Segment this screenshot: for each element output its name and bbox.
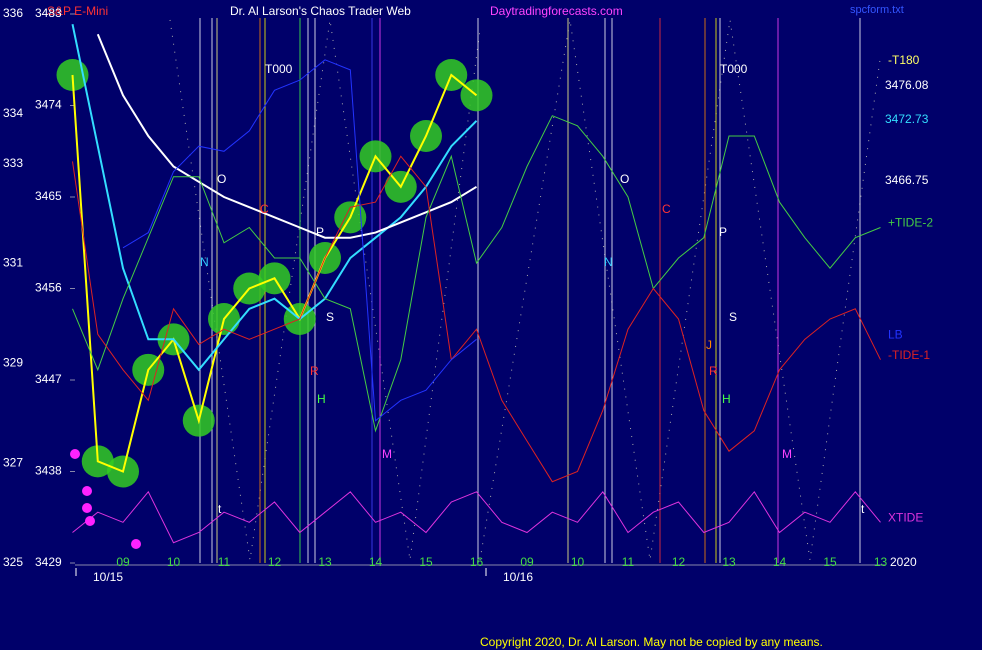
annotation: R <box>310 364 319 378</box>
pivot-dot <box>85 516 95 526</box>
x-tick-label: 11 <box>622 555 635 569</box>
x-tick-label: 09 <box>116 555 130 569</box>
file-name: spcform.txt <box>850 4 904 16</box>
annotation: S <box>729 310 737 324</box>
annotation: S <box>326 310 334 324</box>
legend-entry: -TIDE-1 <box>888 348 930 362</box>
date-label: 10/15 <box>93 570 123 584</box>
y2-tick-label: 336 <box>3 6 23 20</box>
copyright: Copyright 2020, Dr. Al Larson. May not b… <box>480 635 823 649</box>
price-label: 3476.08 <box>885 78 929 92</box>
annotation: J <box>706 338 712 352</box>
site: Daytradingforecasts.com <box>490 4 623 18</box>
annotation: O <box>217 172 226 186</box>
y2-tick-label: 334 <box>3 106 23 120</box>
annotation: P <box>719 225 727 239</box>
dotted-guides <box>169 19 881 561</box>
annotation: t <box>218 502 222 516</box>
annotation: M <box>382 447 392 461</box>
x-tick-label: 13 <box>318 555 332 569</box>
annotation: C <box>260 202 269 216</box>
x-tick-label: 12 <box>268 555 282 569</box>
annotation: C <box>662 202 671 216</box>
legend-entry: +TIDE-2 <box>888 216 933 230</box>
y2-tick-label: 331 <box>3 256 23 270</box>
date-label: 10/16 <box>503 570 533 584</box>
series-line <box>71 23 478 372</box>
y-tick-label: 3438 <box>35 464 62 478</box>
pivot-dot <box>70 449 80 459</box>
x-tick-label: 12 <box>672 555 686 569</box>
dotted-wave <box>479 19 881 561</box>
x-tick-label: 13 <box>722 555 736 569</box>
annotation: R <box>709 364 718 378</box>
series-line <box>72 155 881 483</box>
y-tick-label: 3447 <box>35 372 62 386</box>
legend-entry: LB <box>888 328 903 342</box>
annotation: t <box>861 502 865 516</box>
x-tick-label: 13 <box>874 555 888 569</box>
annotation: H <box>317 392 326 406</box>
y2-tick-label: 327 <box>3 455 23 469</box>
y-tick-label: 3429 <box>35 555 62 569</box>
price-label: 3472.73 <box>885 112 929 126</box>
price-label: 3466.75 <box>885 173 929 187</box>
price-halo <box>460 79 493 112</box>
legend-entry: -T180 <box>888 53 920 67</box>
x-tick-label: 10 <box>167 555 181 569</box>
x-tick-label: 11 <box>218 555 231 569</box>
chart-title: Dr. Al Larson's Chaos Trader Web <box>230 4 411 18</box>
annotation: P <box>316 225 324 239</box>
y2-tick-label: 325 <box>3 555 23 569</box>
series-line <box>71 73 478 473</box>
x-tick-label: 15 <box>419 555 433 569</box>
series-line <box>122 59 477 422</box>
year: 2020 <box>890 555 917 569</box>
pivot-dot <box>131 539 141 549</box>
x-tick-label: 14 <box>773 555 787 569</box>
x-tick-label: 16 <box>470 555 484 569</box>
y-tick-label: 3456 <box>35 281 62 295</box>
series-line <box>96 33 478 239</box>
pivot-dot <box>82 503 92 513</box>
series-line <box>72 490 881 544</box>
annotation: N <box>200 255 209 269</box>
pivot-dot <box>82 486 92 496</box>
y-tick-label: 3483 <box>35 6 62 20</box>
legend-entry: XTIDE <box>888 511 923 525</box>
annotation: N <box>604 255 613 269</box>
y2-tick-label: 329 <box>3 356 23 370</box>
x-tick-label: 15 <box>823 555 837 569</box>
x-tick-label: 10 <box>571 555 585 569</box>
annotation: O <box>620 172 629 186</box>
annotation: T000 <box>720 62 748 76</box>
y-tick-label: 3474 <box>35 98 62 112</box>
annotation: M <box>782 447 792 461</box>
y2-tick-label: 333 <box>3 156 23 170</box>
annotation: T000 <box>265 62 293 76</box>
instrument: S&P E-Mini <box>47 4 108 18</box>
annotation: H <box>722 392 731 406</box>
x-tick-label: 14 <box>369 555 383 569</box>
series-line <box>72 115 881 433</box>
y-tick-label: 3465 <box>35 189 62 203</box>
x-tick-label: 09 <box>520 555 534 569</box>
